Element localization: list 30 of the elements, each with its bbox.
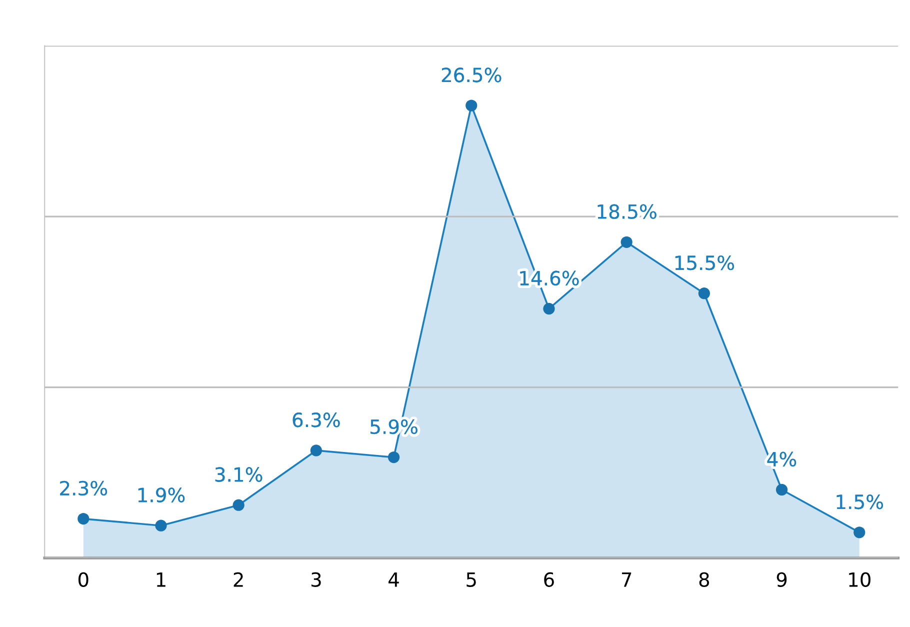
x-tick-label: 4	[388, 572, 399, 587]
data-label: 3.1%	[215, 467, 262, 482]
point	[854, 526, 866, 538]
x-tick-label: 9	[776, 572, 787, 587]
point	[232, 499, 244, 511]
data-label: 1.5%	[836, 494, 883, 510]
data-label: 2.3%	[60, 480, 108, 496]
x-tick-label: 2	[234, 572, 243, 587]
point	[776, 484, 788, 496]
point	[620, 236, 632, 248]
data-label: 18.5%	[598, 204, 656, 219]
point	[155, 520, 167, 532]
point	[543, 302, 555, 315]
point	[466, 100, 478, 112]
x-tick-label: 3	[311, 572, 321, 587]
data-label: 15.5%	[675, 255, 734, 270]
x-tick-label: 1	[156, 572, 166, 587]
point	[388, 451, 400, 464]
point	[78, 512, 90, 525]
point	[310, 444, 322, 456]
data-label: 6.3%	[292, 412, 340, 428]
x-tick-label: 5	[466, 572, 476, 587]
x-tick-label: 10	[849, 572, 870, 587]
data-label: 26.5%	[442, 68, 502, 82]
data-label: 1.9%	[138, 488, 185, 502]
x-tick-label: 7	[622, 572, 632, 587]
x-tick-label: 0	[78, 572, 88, 587]
point	[698, 288, 710, 300]
x-tick-label: 6	[544, 572, 554, 587]
x-tick-label: 8	[699, 572, 710, 587]
